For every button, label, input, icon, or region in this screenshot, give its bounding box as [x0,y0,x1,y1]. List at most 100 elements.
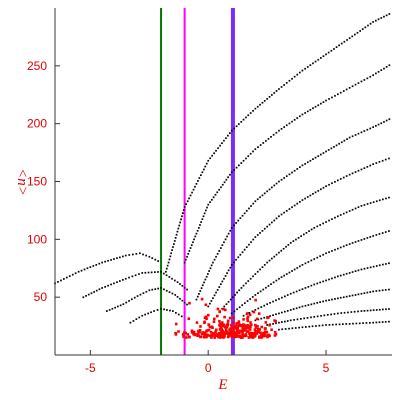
data-point [160,307,162,310]
data-point [227,333,231,337]
data-point [248,332,251,335]
data-point [381,321,384,323]
data-point [301,199,304,201]
data-point [133,296,136,299]
data-point [280,86,283,88]
data-point [306,161,309,164]
data-point [305,232,308,234]
data-point [223,332,226,336]
data-point [273,219,276,222]
data-point [278,312,280,315]
data-point [380,122,383,125]
data-point [348,37,351,39]
data-point [251,331,255,335]
data-point [226,319,230,323]
data-point [144,313,146,316]
data-point [257,312,261,315]
data-point [122,255,124,258]
data-point [316,256,319,259]
data-point [292,291,295,294]
data-point [331,277,333,280]
data-point [176,296,179,298]
data-point [138,273,140,275]
data-point [270,136,272,138]
data-point [181,285,184,287]
data-point [311,325,314,328]
data-point [284,320,286,323]
data-point [322,101,325,103]
data-point [252,110,254,112]
data-point [183,331,186,334]
data-point [382,308,384,311]
data-point [335,46,338,48]
data-point [209,267,212,270]
data-point [278,328,280,331]
data-point [354,134,357,136]
data-point [135,318,138,320]
data-point [165,289,168,292]
data-point [354,83,357,86]
data-point [337,93,339,96]
data-point [183,261,186,264]
data-point [244,329,247,332]
data-point [251,296,254,298]
data-point [275,131,278,134]
data-point [163,288,165,291]
data-point [388,118,391,121]
data-point [388,320,390,323]
data-point [328,183,330,186]
data-point [306,66,309,68]
data-point [312,158,314,160]
data-point [220,329,223,332]
data-point [206,206,208,209]
data-point [342,212,345,215]
data-point [307,304,310,306]
data-point [107,259,109,262]
data-point [259,196,261,199]
data-point [227,301,230,303]
data-point [107,284,109,287]
data-point [348,243,351,245]
data-point [213,336,216,339]
data-point [233,127,235,130]
data-point [357,132,360,135]
data-point [241,304,244,306]
data-point [157,260,159,262]
y-axis-title: <n> [14,168,30,196]
data-point [384,158,387,161]
data-point [257,146,259,148]
data-point [90,292,93,295]
data-point [348,272,351,274]
data-point [372,163,374,165]
data-point [325,53,327,56]
data-point [235,329,239,332]
data-point [197,329,200,333]
data-point [247,114,250,117]
data-point [322,253,324,256]
data-point [187,253,190,255]
data-point [119,304,122,307]
data-point [268,324,271,327]
data-point [380,69,383,71]
data-point [173,240,176,242]
data-point [328,299,330,301]
data-point [309,64,312,66]
data-point [186,200,189,203]
data-point [288,208,291,210]
data-point [342,90,345,92]
data-point [280,178,283,181]
data-point [188,250,191,252]
data-point [168,258,171,261]
data-point [219,322,222,325]
data-point [207,323,210,326]
data-point [128,254,131,256]
data-point [385,66,388,68]
data-point [325,185,327,187]
data-point [204,303,208,307]
data-point [325,324,327,326]
data-point [216,289,219,291]
data-point [220,186,222,189]
data-point [265,140,267,142]
data-point [238,306,241,309]
data-point [372,201,375,203]
